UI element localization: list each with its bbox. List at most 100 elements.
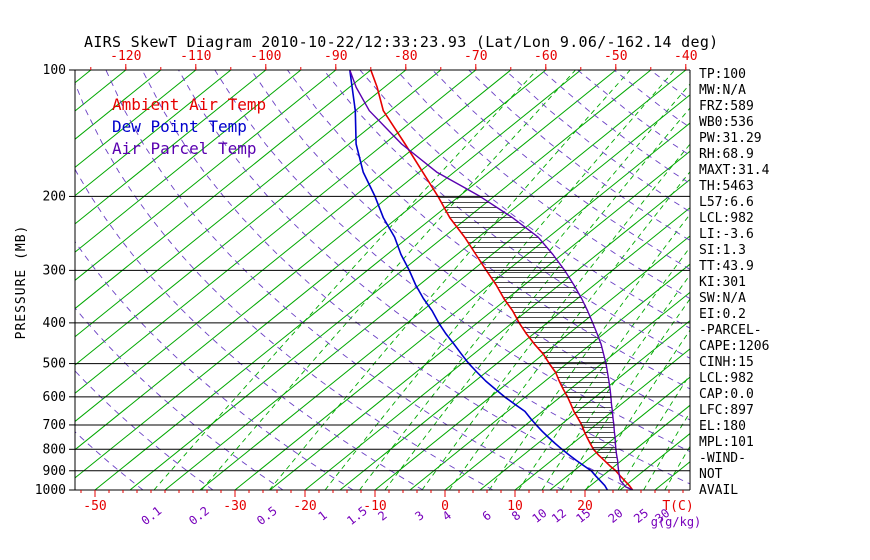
isotherm-line [75, 70, 477, 394]
stats-line: MPL:101 [699, 435, 754, 450]
dry-adiabat-line [141, 70, 634, 490]
isotherm-line [409, 263, 690, 490]
mixing-ratio-tick-label: 4 [440, 508, 454, 523]
bottom-temp-tick-label: -10 [363, 499, 386, 514]
isotherm-line [75, 70, 302, 253]
mixing-ratio-tick-label: 0.5 [254, 504, 280, 528]
isotherm-line [75, 70, 547, 451]
stats-line: LI:-3.6 [699, 227, 754, 242]
pressure-tick-label: 900 [43, 464, 66, 479]
stats-line: LCL:982 [699, 371, 754, 386]
stats-line: AVAIL [699, 483, 738, 498]
pressure-tick-label: 600 [43, 390, 66, 405]
isotherm-line [760, 70, 870, 490]
stats-line: RH:68.9 [699, 147, 754, 162]
pressure-tick-label: 700 [43, 418, 66, 433]
mixing-ratio-tick-label: 2 [375, 508, 389, 523]
mixing-ratio-line [617, 373, 690, 490]
stats-line: WB0:536 [699, 115, 754, 130]
stats-line: EI:0.2 [699, 307, 746, 322]
mixing-ratio-line [421, 143, 690, 490]
stats-line: MAXT:31.4 [699, 163, 770, 178]
isotherm-line [339, 207, 690, 490]
isotherm-line [479, 320, 690, 490]
isotherm-line [75, 70, 582, 479]
bottom-temp-tick-label: 20 [577, 499, 593, 514]
stats-line: FRZ:589 [699, 99, 754, 114]
dry-adiabat-line [75, 431, 144, 490]
pressure-tick-label: 400 [43, 316, 66, 331]
dry-adiabat-line [178, 70, 690, 485]
mixing-ratio-tick-label: 6 [480, 508, 494, 523]
mixing-ratio-line [664, 445, 690, 490]
dry-adiabat-line [105, 70, 564, 490]
isotherm-line [129, 70, 652, 490]
bottom-temp-tick-label: 10 [507, 499, 523, 514]
plot-area [75, 70, 870, 490]
air-parcel-temp-curve [349, 70, 633, 490]
isotherm-line [75, 70, 267, 225]
stats-line: NOT [699, 467, 723, 482]
isotherm-line [549, 376, 690, 490]
stats-line: CAPE:1206 [699, 339, 769, 354]
mixing-ratio-tick-label: 3 [412, 508, 426, 523]
dry-adiabat-line [75, 307, 284, 490]
isotherm-line [75, 70, 232, 197]
dry-adiabat-line [468, 70, 690, 241]
mixing-ratio-line [269, 70, 631, 490]
pressure-tick-label: 500 [43, 357, 66, 372]
mixing-axis-unit-label: g(g/kg) [651, 515, 702, 529]
isotherm-line [654, 461, 690, 490]
top-temp-tick-label: -50 [604, 49, 627, 64]
isotherm-line [164, 70, 687, 490]
legend-dew-point-temp: Dew Point Temp [112, 117, 247, 136]
bottom-temp-tick-label: -20 [293, 499, 316, 514]
mixing-ratio-tick-label: 1 [315, 508, 329, 523]
legend-air-parcel-temp: Air Parcel Temp [112, 139, 257, 158]
mixing-ratio-line [153, 70, 538, 490]
mixing-ratio-tick-label: 12 [549, 506, 569, 526]
dry-adiabat-line [75, 168, 424, 490]
mixing-ratio-tick-label: 25 [631, 506, 651, 526]
dry-adiabat-line [359, 70, 690, 329]
stats-line: LCL:982 [699, 211, 754, 226]
stats-line: PW:31.29 [699, 131, 762, 146]
stats-line: TP:100 [699, 67, 746, 82]
dry-adiabat-line [75, 370, 214, 490]
dry-adiabat-line [75, 82, 494, 490]
isotherm-line [199, 94, 690, 490]
isotherm-line [374, 235, 690, 490]
ambient-air-temp-curve [370, 70, 634, 490]
mixing-ratio-line [448, 171, 690, 490]
mixing-ratio-tick-label: 10 [530, 506, 550, 526]
pressure-tick-label: 200 [43, 189, 66, 204]
stats-line: TH:5463 [699, 179, 754, 194]
stats-line: CAP:0.0 [699, 387, 754, 402]
temp-axis-unit-label: T(C) [662, 499, 693, 514]
dew-point-temp-curve [349, 70, 609, 490]
chart-title: AIRS SkewT Diagram 2010-10-22/12:33:23.9… [84, 33, 719, 51]
pressure-axis-label: PRESSURE (MB) [14, 225, 29, 340]
stats-line: TT:43.9 [699, 259, 754, 274]
dry-adiabat-line [214, 70, 690, 453]
pressure-tick-label: 800 [43, 442, 66, 457]
stats-line: SI:1.3 [699, 243, 746, 258]
bottom-temp-tick-label: -30 [223, 499, 246, 514]
mixing-ratio-tick-label: 20 [606, 506, 626, 526]
isotherm-line [584, 404, 690, 490]
isotherm-line [75, 70, 407, 338]
stats-line: KI:301 [699, 275, 746, 290]
stats-line: EL:180 [699, 419, 746, 434]
stats-line: L57:6.6 [699, 195, 754, 210]
top-temp-tick-label: -120 [110, 49, 141, 64]
mixing-ratio-line [561, 298, 690, 490]
mixing-ratio-line [585, 329, 690, 490]
stats-line: CINH:15 [699, 355, 754, 370]
top-temp-tick-label: -100 [250, 49, 281, 64]
dry-adiabat-line [250, 70, 690, 421]
top-temp-tick-label: -40 [674, 49, 697, 64]
top-temp-tick-label: -60 [534, 49, 557, 64]
stats-line: SW:N/A [699, 291, 746, 306]
